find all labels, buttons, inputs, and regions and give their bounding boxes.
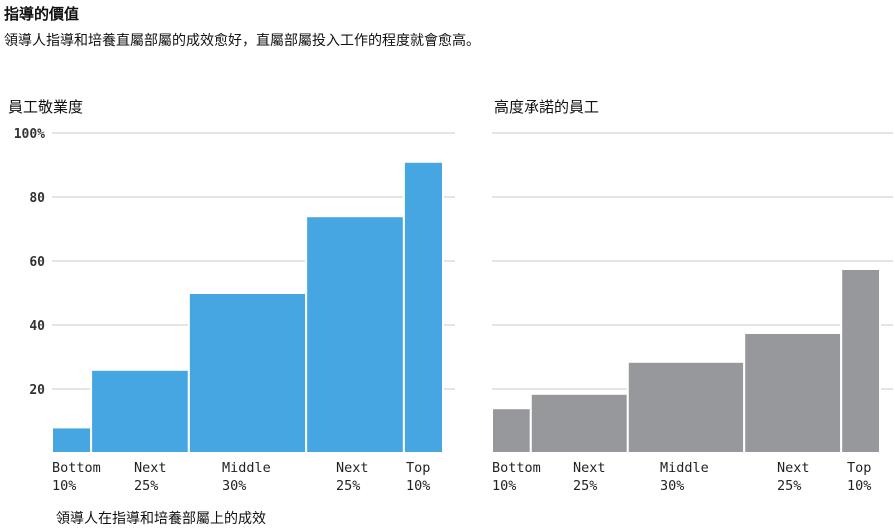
bar: [840, 268, 882, 454]
chart-subtitle: 領導人指導和培養直屬部屬的成效愈好，直屬部屬投入工作的程度就會愈高。: [4, 33, 480, 49]
category-label: Next 25%: [336, 460, 369, 494]
y-tick-label: 60: [29, 255, 45, 270]
bar: [626, 360, 746, 454]
category-label: Top 10%: [406, 460, 430, 494]
category-label: Middle 30%: [660, 460, 709, 494]
y-tick-label: 20: [29, 383, 45, 398]
bar: [529, 392, 629, 454]
bar: [402, 160, 444, 455]
bar: [305, 215, 405, 454]
category-label: Top 10%: [847, 460, 871, 494]
x-axis-label: 領導人在指導和培養部屬上的成效: [56, 511, 266, 527]
panel-title-engagement: 員工敬業度: [8, 98, 84, 116]
y-tick-label: 40: [29, 319, 45, 334]
y-tick-label: 80: [29, 191, 45, 206]
bar: [491, 407, 532, 455]
category-label: Next 25%: [134, 460, 167, 494]
chart-title: 指導的價值: [4, 5, 80, 23]
y-tick-label: 100%: [14, 127, 45, 142]
category-label: Bottom 10%: [52, 460, 101, 494]
category-label: Next 25%: [573, 460, 606, 494]
bar: [187, 292, 308, 454]
bar: [51, 426, 93, 454]
panel-title-commitment: 高度承諾的員工: [494, 98, 600, 116]
bar: [90, 368, 190, 454]
category-label: Middle 30%: [222, 460, 271, 494]
category-label: Bottom 10%: [492, 460, 541, 494]
bar: [743, 332, 843, 454]
category-label: Next 25%: [777, 460, 810, 494]
